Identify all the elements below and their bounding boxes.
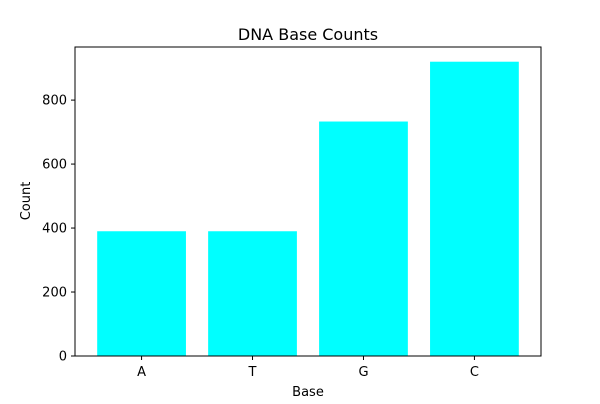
bars-layer bbox=[97, 61, 519, 357]
y-tick-label-200: 200 bbox=[42, 286, 67, 301]
y-axis-label: Count bbox=[19, 182, 34, 221]
x-tick-label-C: C bbox=[470, 365, 479, 380]
chart-title: DNA Base Counts bbox=[238, 25, 378, 44]
y-tick-label-0: 0 bbox=[59, 350, 67, 365]
plot-frame bbox=[74, 46, 542, 357]
y-tick-label-600: 600 bbox=[42, 158, 67, 173]
y-tick-label-400: 400 bbox=[42, 222, 67, 237]
x-tick-label-G: G bbox=[358, 365, 368, 380]
x-axis-label: Base bbox=[292, 385, 324, 400]
bar-A bbox=[97, 231, 186, 356]
bar-T bbox=[208, 231, 297, 356]
y-axis-ticks: 0 200 400 600 800 bbox=[42, 94, 75, 365]
x-tick-label-A: A bbox=[137, 365, 146, 380]
bar-G bbox=[319, 121, 408, 356]
bar-C bbox=[430, 61, 519, 357]
y-tick-label-800: 800 bbox=[42, 94, 67, 109]
x-tick-label-T: T bbox=[248, 365, 257, 380]
